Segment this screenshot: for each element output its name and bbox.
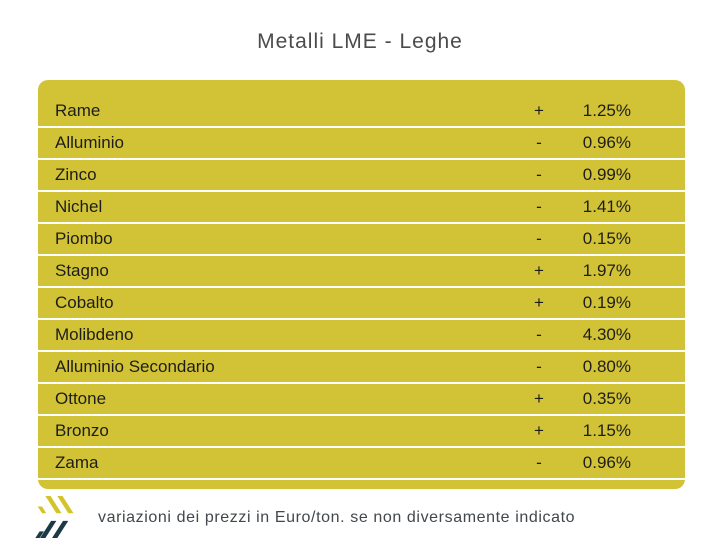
change-value: 1.97%	[582, 261, 631, 280]
metal-name: Alluminio	[55, 133, 124, 152]
change-sign: -	[536, 453, 542, 472]
table-row: Stagno + 1.97%	[38, 256, 685, 288]
change-sign: -	[536, 133, 542, 152]
table-row: Alluminio - 0.96%	[38, 128, 685, 160]
change-sign: +	[534, 293, 544, 312]
change-sign: -	[536, 197, 542, 216]
change-value: 0.19%	[582, 293, 631, 312]
table-row: Rame + 1.25%	[38, 96, 685, 128]
change-sign: -	[536, 325, 542, 344]
metal-name: Nichel	[55, 197, 103, 216]
double-chevron-logo-icon	[35, 496, 74, 539]
metal-name: Zinco	[55, 165, 97, 184]
metal-name: Stagno	[55, 261, 109, 280]
change-value: 0.15%	[582, 229, 631, 248]
metal-name: Zama	[55, 453, 99, 472]
change-sign: -	[536, 357, 542, 376]
change-sign: +	[534, 389, 544, 408]
table-row: Cobalto + 0.19%	[38, 288, 685, 320]
footnote-text: variazioni dei prezzi in Euro/ton. se no…	[98, 509, 576, 526]
change-value: 0.80%	[582, 357, 631, 376]
table-row: Zinco - 0.99%	[38, 160, 685, 192]
table-row: Zama - 0.96%	[38, 448, 685, 480]
metal-name: Piombo	[55, 229, 113, 248]
change-value: 1.25%	[582, 101, 631, 120]
metal-name: Cobalto	[55, 293, 114, 312]
table-row: Molibdeno - 4.30%	[38, 320, 685, 352]
change-sign: +	[534, 421, 544, 440]
change-value: 0.35%	[582, 389, 631, 408]
table-row: Bronzo + 1.15%	[38, 416, 685, 448]
page-title: Metalli LME - Leghe	[257, 30, 463, 53]
table-row: Ottone + 0.35%	[38, 384, 685, 416]
change-sign: -	[536, 229, 542, 248]
change-sign: +	[534, 101, 544, 120]
change-value: 0.96%	[582, 453, 631, 472]
change-value: 1.15%	[582, 421, 631, 440]
change-sign: +	[534, 261, 544, 280]
table-row: Piombo - 0.15%	[38, 224, 685, 256]
change-value: 0.99%	[582, 165, 631, 184]
metals-price-table: Rame + 1.25% Alluminio - 0.96% Zinco - 0…	[38, 80, 685, 489]
metal-name: Rame	[55, 101, 101, 120]
metal-name: Molibdeno	[55, 325, 134, 344]
table-row: Nichel - 1.41%	[38, 192, 685, 224]
metal-name: Ottone	[55, 389, 107, 408]
change-sign: -	[536, 165, 542, 184]
table-row: Alluminio Secondario - 0.80%	[38, 352, 685, 384]
change-value: 4.30%	[582, 325, 631, 344]
metal-name: Alluminio Secondario	[55, 357, 215, 376]
change-value: 0.96%	[582, 133, 631, 152]
metal-name: Bronzo	[55, 421, 109, 440]
change-value: 1.41%	[582, 197, 631, 216]
footer: variazioni dei prezzi in Euro/ton. se no…	[32, 494, 575, 542]
